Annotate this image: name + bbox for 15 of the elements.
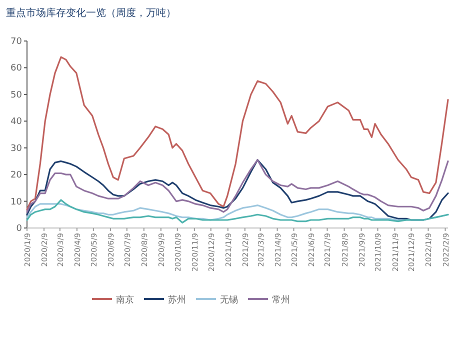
y-tick-label: 50 xyxy=(10,90,22,100)
y-tick-label: 0 xyxy=(16,224,22,234)
y-tick-label: 60 xyxy=(10,64,22,74)
legend-label: 无锡 xyxy=(220,294,238,306)
y-tick-label: 40 xyxy=(10,117,22,128)
y-tick-label: 30 xyxy=(10,144,22,154)
chart-title: 重点市场库存变化一览（周度，万吨） xyxy=(6,7,176,19)
legend-label: 南京 xyxy=(116,294,134,306)
line-series xyxy=(26,199,449,224)
line-series xyxy=(26,56,449,210)
legend-label: 常州 xyxy=(272,294,290,306)
y-tick-label: 10 xyxy=(10,197,22,208)
legend-label: 苏州 xyxy=(168,294,186,306)
y-tick-label: 70 xyxy=(10,37,22,47)
y-tick-label: 20 xyxy=(10,170,22,181)
